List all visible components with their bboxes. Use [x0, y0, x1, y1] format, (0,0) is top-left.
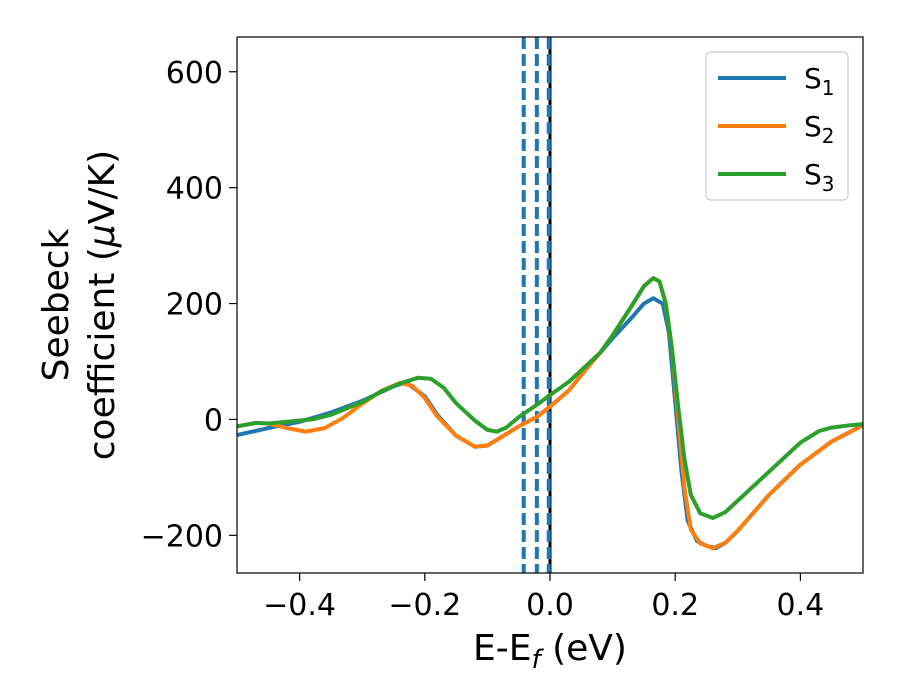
legend-label-s1: S1: [804, 62, 835, 100]
y-tick-label: 0: [204, 403, 223, 438]
plot-area: [236, 36, 864, 574]
y-tick-label: 400: [166, 172, 223, 207]
y-axis-label: Seebeck coefficient (μV/K): [36, 150, 123, 460]
legend-label-s3: S3: [804, 158, 835, 196]
y-axis-label-line2: coefficient (μV/K): [82, 150, 123, 460]
y-tick-label: −200: [141, 519, 223, 554]
x-tick-label: 0.2: [651, 588, 699, 623]
plot-marks: [237, 37, 863, 573]
legend: S1 S2 S3: [705, 51, 849, 201]
x-axis-label: E-Ef (eV): [473, 628, 627, 675]
series-line-s2: [237, 276, 863, 551]
x-tick-label: −0.4: [263, 588, 336, 623]
axis-ticks: −0.4 −0.2 0.0 0.2 0.4 −200 0 200 400 600: [141, 56, 825, 623]
x-tick-label: −0.2: [388, 588, 461, 623]
y-axis-label-line1: Seebeck: [36, 228, 77, 381]
y-tick-label: 200: [166, 288, 223, 323]
x-tick-label: 0.0: [526, 588, 574, 623]
series-line-s3: [237, 276, 863, 520]
y-tick-label: 600: [166, 56, 223, 91]
x-tick-label: 0.4: [777, 588, 825, 623]
legend-label-s2: S2: [804, 110, 835, 148]
